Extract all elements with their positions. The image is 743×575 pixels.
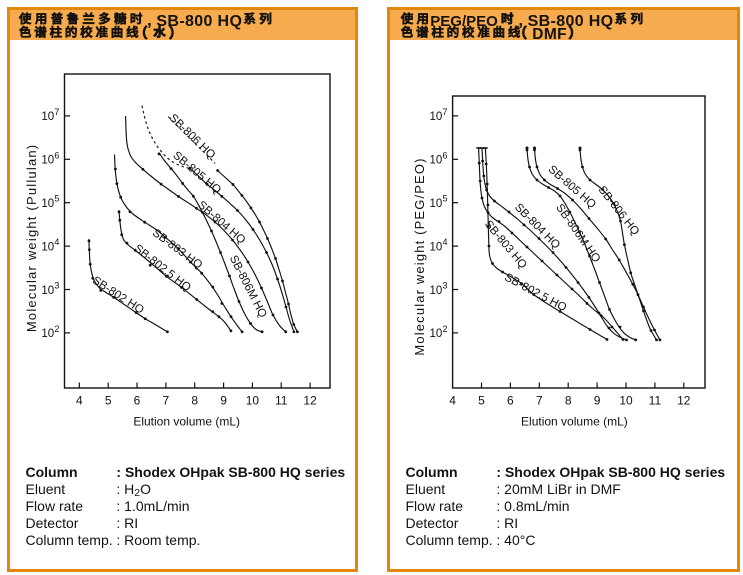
- svg-text:4: 4: [54, 237, 59, 247]
- svg-text:5: 5: [478, 394, 485, 408]
- svg-text:7: 7: [163, 394, 170, 408]
- svg-text:6: 6: [54, 150, 59, 160]
- svg-text:10: 10: [430, 285, 443, 297]
- svg-text:SB-802 HQ: SB-802 HQ: [90, 275, 146, 317]
- svg-text:10: 10: [430, 198, 443, 210]
- svg-text:6: 6: [507, 394, 514, 408]
- svg-text:SB-806 HQ: SB-806 HQ: [596, 184, 642, 238]
- svg-text:Molecular weight (PEG/PEO): Molecular weight (PEG/PEO): [412, 157, 427, 355]
- svg-text:10: 10: [430, 241, 443, 253]
- svg-text:Elution volume (mL): Elution volume (mL): [133, 415, 240, 429]
- svg-text:PEG/PEO: PEG/PEO: [430, 13, 498, 30]
- svg-text:SB-800 HQ: SB-800 HQ: [528, 13, 614, 30]
- svg-text:3: 3: [54, 281, 59, 291]
- svg-text:5: 5: [54, 194, 59, 204]
- svg-text:SB-800 HQ: SB-800 HQ: [156, 13, 242, 30]
- svg-text:10: 10: [41, 285, 54, 297]
- svg-text:10: 10: [246, 394, 260, 408]
- svg-text:10: 10: [430, 328, 443, 340]
- svg-text:9: 9: [594, 394, 601, 408]
- svg-text:3: 3: [443, 281, 448, 291]
- svg-text:8: 8: [565, 394, 572, 408]
- svg-text:SB-802.5 HQ: SB-802.5 HQ: [502, 272, 568, 315]
- svg-text:10: 10: [41, 241, 54, 253]
- svg-text:10: 10: [41, 111, 54, 123]
- svg-text:Molecular weight (Pullulan): Molecular weight (Pullulan): [24, 144, 39, 332]
- svg-text:10: 10: [619, 394, 633, 408]
- svg-text:SB-804 HQ: SB-804 HQ: [195, 199, 247, 247]
- svg-text:7: 7: [443, 107, 448, 117]
- svg-text:10: 10: [41, 155, 54, 167]
- svg-text:12: 12: [677, 394, 691, 408]
- svg-text:4: 4: [76, 394, 83, 408]
- svg-text:5: 5: [443, 194, 448, 204]
- svg-text:7: 7: [54, 107, 59, 117]
- svg-text:11: 11: [649, 394, 662, 408]
- svg-text:10: 10: [41, 328, 54, 340]
- svg-text:,: ,: [147, 10, 152, 29]
- svg-text:2: 2: [54, 324, 59, 334]
- svg-text:SB-806M HQ: SB-806M HQ: [553, 202, 602, 265]
- svg-text:SB-805 HQ: SB-805 HQ: [170, 150, 223, 197]
- svg-text:10: 10: [41, 198, 54, 210]
- svg-text:SB-805 HQ: SB-805 HQ: [546, 164, 598, 212]
- svg-text:4: 4: [443, 237, 448, 247]
- svg-text:11: 11: [275, 394, 288, 408]
- svg-text:10: 10: [430, 111, 443, 123]
- svg-text:DMF: DMF: [532, 26, 567, 43]
- svg-text:4: 4: [449, 394, 456, 408]
- svg-text:,: ,: [518, 10, 523, 29]
- svg-text:2: 2: [443, 324, 448, 334]
- svg-text:12: 12: [303, 394, 317, 408]
- svg-text:5: 5: [105, 394, 112, 408]
- svg-text:6: 6: [443, 150, 448, 160]
- svg-text:Elution volume (mL): Elution volume (mL): [521, 415, 628, 429]
- svg-text:7: 7: [536, 394, 543, 408]
- svg-text:8: 8: [191, 394, 198, 408]
- svg-text:9: 9: [220, 394, 227, 408]
- svg-text:6: 6: [134, 394, 141, 408]
- svg-text:10: 10: [430, 155, 443, 167]
